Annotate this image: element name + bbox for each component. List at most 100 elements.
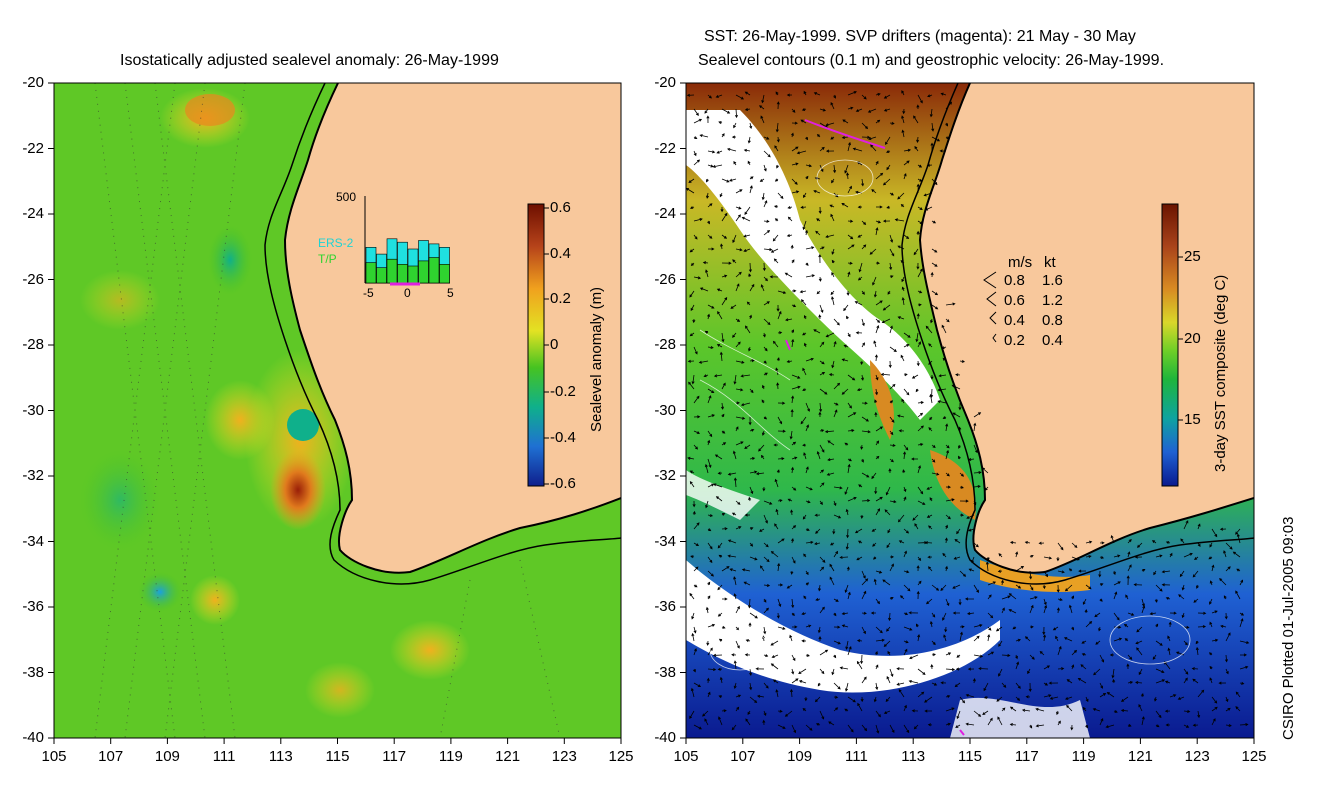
velocity-arrow (911, 457, 919, 461)
velocity-arrow (803, 90, 807, 96)
velocity-arrow (746, 301, 751, 306)
velocity-arrow (735, 706, 740, 712)
velocity-arrow (886, 542, 891, 549)
velocity-arrow (727, 472, 737, 476)
velocity-arrow (1127, 564, 1132, 572)
speed-legend-kt: 0.8 (1042, 312, 1063, 329)
velocity-arrow (693, 276, 702, 280)
velocity-arrow (1181, 612, 1185, 619)
velocity-arrow (931, 220, 937, 224)
velocity-arrow (869, 248, 877, 255)
velocity-arrow (1239, 665, 1249, 670)
left-y-tick-label: -36 (22, 598, 44, 615)
velocity-arrow (1152, 654, 1157, 660)
velocity-arrow (930, 318, 934, 324)
velocity-arrow (937, 400, 947, 404)
velocity-arrow (761, 192, 765, 201)
velocity-arrow (803, 342, 807, 348)
velocity-arrow (1093, 668, 1101, 676)
velocity-arrow (959, 499, 969, 503)
velocity-arrow (917, 412, 924, 418)
velocity-arrow (721, 234, 728, 239)
velocity-arrow (856, 556, 863, 561)
inset-bar-tp (386, 258, 398, 284)
velocity-arrow (1043, 570, 1049, 578)
left-x-tick-label: 107 (98, 748, 124, 765)
velocity-arrow (1126, 663, 1130, 670)
velocity-arrow (1043, 682, 1049, 686)
velocity-arrow (1127, 539, 1132, 544)
velocity-arrow (748, 346, 751, 352)
velocity-arrow (897, 316, 905, 320)
velocity-arrow (842, 119, 849, 124)
velocity-arrow (1085, 620, 1093, 628)
velocity-arrow (1015, 551, 1019, 558)
velocity-arrow (860, 696, 864, 703)
velocity-arrow (1056, 556, 1060, 562)
velocity-arrow (1110, 534, 1115, 544)
velocity-arrow (802, 388, 807, 391)
velocity-arrow (759, 565, 765, 572)
velocity-arrow (707, 203, 713, 208)
velocity-arrow (703, 374, 709, 378)
velocity-arrow (983, 682, 989, 692)
velocity-arrow (707, 313, 711, 320)
velocity-arrow (925, 325, 933, 334)
velocity-arrow (945, 652, 952, 656)
velocity-arrow (825, 234, 835, 239)
velocity-arrow (802, 332, 807, 336)
velocity-arrow (973, 484, 981, 489)
velocity-arrow (748, 416, 752, 426)
velocity-arrow (690, 304, 695, 312)
velocity-arrow (734, 108, 738, 119)
velocity-arrow (692, 500, 696, 508)
left-x-tick-label: 113 (268, 748, 293, 765)
velocity-arrow (735, 248, 743, 252)
velocity-arrow (873, 578, 877, 586)
velocity-arrow (813, 329, 821, 334)
velocity-arrow (791, 259, 795, 264)
velocity-arrow (930, 374, 934, 380)
velocity-arrow (847, 458, 852, 462)
velocity-arrow (691, 632, 695, 642)
velocity-arrow (1155, 623, 1159, 628)
velocity-arrow (883, 710, 891, 714)
velocity-arrow (861, 676, 867, 684)
velocity-arrow (987, 581, 997, 586)
velocity-arrow (929, 108, 933, 118)
velocity-arrow (1178, 594, 1185, 600)
velocity-arrow (791, 121, 798, 125)
velocity-arrow (875, 318, 881, 323)
velocity-arrow (889, 597, 894, 600)
velocity-arrow (1099, 693, 1107, 698)
velocity-arrow (1042, 584, 1046, 590)
velocity-arrow (1052, 626, 1059, 631)
velocity-arrow (1167, 635, 1171, 642)
velocity-arrow (1165, 723, 1171, 727)
velocity-arrow (805, 262, 809, 266)
velocity-arrow (903, 626, 913, 631)
velocity-arrow (763, 200, 768, 208)
velocity-arrow (833, 500, 837, 507)
velocity-arrow (777, 583, 784, 587)
velocity-arrow (803, 192, 807, 199)
velocity-arrow (763, 360, 767, 364)
velocity-arrow (874, 486, 878, 495)
velocity-arrow (1197, 710, 1201, 719)
velocity-arrow (749, 176, 754, 180)
velocity-arrow (774, 478, 779, 488)
velocity-arrow (819, 429, 825, 433)
velocity-arrow (713, 483, 723, 488)
velocity-arrow (801, 639, 807, 643)
velocity-arrow (846, 566, 850, 572)
velocity-arrow (828, 373, 835, 377)
velocity-arrow (973, 412, 982, 418)
velocity-arrow (1082, 598, 1087, 605)
velocity-arrow (839, 555, 849, 559)
velocity-arrow (1177, 696, 1185, 700)
velocity-arrow (721, 178, 730, 183)
velocity-arrow (707, 623, 716, 628)
velocity-arrow (749, 314, 753, 320)
right-y-tick-label: -36 (654, 598, 676, 615)
velocity-arrow (875, 160, 879, 166)
